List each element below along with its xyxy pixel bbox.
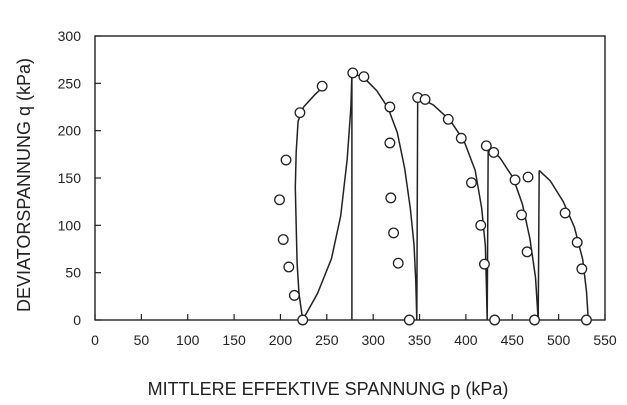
x-tick-label: 150 [222, 332, 246, 348]
x-tick-label: 550 [593, 332, 617, 348]
data-point [489, 314, 501, 326]
stress-path-curve [417, 95, 489, 321]
y-tick-label: 0 [73, 312, 81, 328]
data-point [522, 171, 534, 183]
data-point [288, 289, 300, 301]
data-point [347, 67, 359, 79]
x-tick-label: 50 [134, 332, 150, 348]
data-point [274, 194, 285, 206]
y-tick-label: 250 [58, 75, 82, 91]
data-point [442, 113, 454, 125]
data-point [509, 174, 521, 186]
x-tick-label: 450 [501, 332, 525, 348]
data-point [419, 93, 431, 105]
y-tick-label: 300 [58, 28, 82, 44]
stress-path-curve [487, 145, 540, 321]
data-point [516, 209, 527, 221]
data-point [475, 219, 487, 231]
data-point [479, 258, 490, 270]
x-tick-label: 500 [547, 332, 571, 348]
data-point [277, 234, 289, 245]
data-point [521, 246, 533, 258]
x-axis-title: MITTLERE EFFEKTIVE SPANNUNG p (kPa) [148, 379, 509, 399]
data-point [455, 132, 467, 144]
stress-path-curve [294, 85, 325, 321]
data-point [385, 192, 397, 204]
y-axis-title: DEVIATORSPANNUNG q (kPa) [14, 58, 34, 312]
y-tick-label: 100 [58, 217, 82, 233]
x-tick-label: 400 [454, 332, 478, 348]
y-tick-label: 50 [65, 265, 81, 281]
data-point [529, 314, 540, 326]
data-point [576, 263, 588, 275]
axes: 0 50 100 150 200 250 300 350 400 450 500 550 0 50 100 1… [58, 28, 617, 348]
data-point [280, 154, 292, 166]
stress-path-curve [351, 72, 419, 321]
data-point [358, 71, 370, 83]
data-point [488, 146, 500, 158]
data-point [384, 137, 396, 149]
data-point [297, 314, 309, 326]
x-tick-label: 100 [176, 332, 200, 348]
data-point [294, 107, 306, 119]
data-point [392, 257, 404, 269]
y-tick-label: 150 [58, 170, 82, 186]
x-tick-label: 250 [315, 332, 339, 348]
data-point [388, 227, 400, 239]
x-tick-label: 0 [91, 332, 99, 348]
x-tick-label: 200 [269, 332, 293, 348]
x-tick-label: 300 [362, 332, 386, 348]
data-point [480, 140, 492, 152]
data-point [403, 314, 415, 326]
data-point [559, 207, 571, 219]
data-point [571, 236, 583, 248]
y-tick-label: 200 [58, 123, 82, 139]
x-tick-label: 350 [408, 332, 432, 348]
data-points [274, 67, 592, 326]
data-point [283, 261, 295, 273]
data-point [466, 177, 477, 189]
data-point [581, 314, 592, 326]
data-point [316, 80, 328, 92]
data-point [384, 101, 396, 113]
stress-path-curve [538, 169, 590, 321]
curves [294, 72, 590, 321]
stress-path-curve [302, 72, 353, 321]
